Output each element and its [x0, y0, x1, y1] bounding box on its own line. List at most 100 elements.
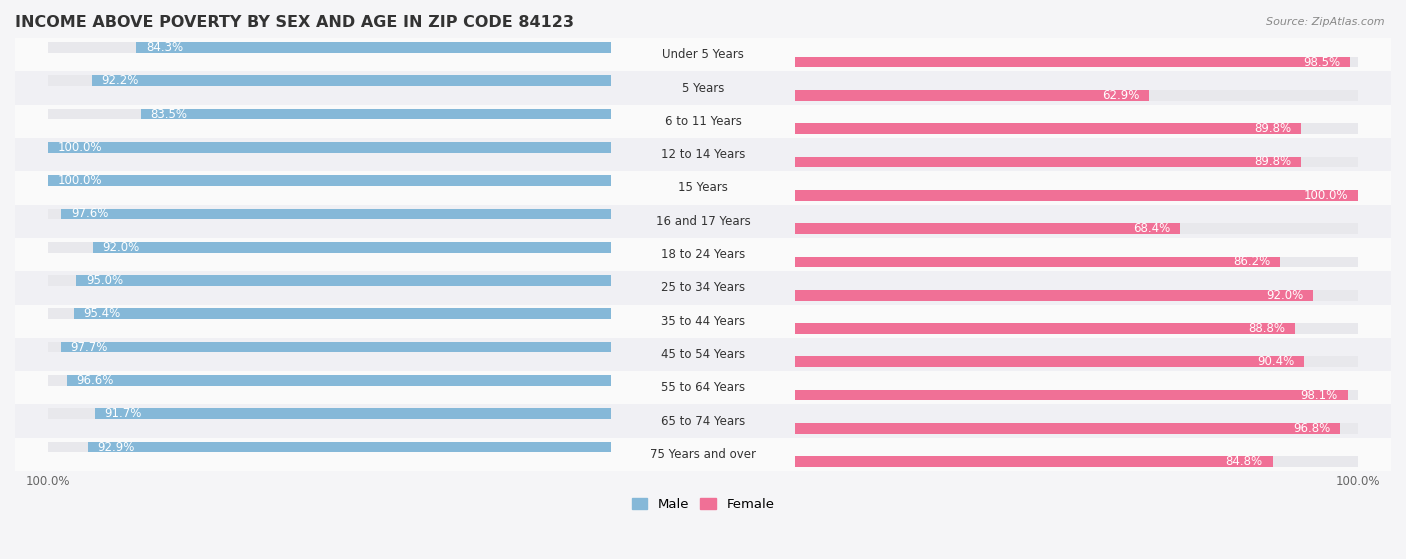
Bar — [794, 290, 1358, 301]
Bar — [794, 157, 1301, 167]
Bar — [794, 124, 1301, 134]
Text: 98.5%: 98.5% — [1303, 55, 1340, 69]
Text: 91.7%: 91.7% — [104, 407, 142, 420]
Bar — [48, 176, 612, 186]
Bar — [794, 390, 1358, 400]
Bar — [0, 271, 1406, 305]
Text: 92.0%: 92.0% — [103, 241, 141, 254]
Bar — [794, 456, 1358, 467]
Bar — [48, 375, 612, 386]
Text: 86.2%: 86.2% — [1233, 255, 1271, 268]
Bar — [0, 105, 1406, 138]
Text: Under 5 Years: Under 5 Years — [662, 48, 744, 61]
Bar — [794, 157, 1358, 167]
Text: 100.0%: 100.0% — [58, 141, 103, 154]
Bar — [794, 357, 1305, 367]
Text: 92.2%: 92.2% — [101, 74, 139, 87]
Text: 89.8%: 89.8% — [1254, 155, 1291, 168]
Bar — [794, 390, 1347, 400]
Text: 95.0%: 95.0% — [86, 274, 122, 287]
Bar — [48, 342, 612, 353]
Text: 45 to 54 Years: 45 to 54 Years — [661, 348, 745, 361]
Bar — [48, 42, 612, 53]
Bar — [48, 142, 612, 153]
Text: 75 Years and over: 75 Years and over — [650, 448, 756, 461]
Text: 84.8%: 84.8% — [1226, 455, 1263, 468]
Bar — [48, 108, 612, 120]
Bar — [794, 357, 1358, 367]
Bar — [0, 138, 1406, 171]
Bar — [794, 124, 1358, 134]
Bar — [0, 305, 1406, 338]
Text: 84.3%: 84.3% — [146, 41, 183, 54]
Bar — [67, 375, 612, 386]
Bar — [794, 423, 1358, 434]
Text: 55 to 64 Years: 55 to 64 Years — [661, 381, 745, 394]
Text: 68.4%: 68.4% — [1133, 222, 1170, 235]
Text: 18 to 24 Years: 18 to 24 Years — [661, 248, 745, 261]
Bar — [73, 309, 612, 319]
Bar — [0, 238, 1406, 271]
Bar — [794, 223, 1180, 234]
Bar — [48, 75, 612, 86]
Text: Source: ZipAtlas.com: Source: ZipAtlas.com — [1267, 17, 1385, 27]
Text: 12 to 14 Years: 12 to 14 Years — [661, 148, 745, 161]
Text: 25 to 34 Years: 25 to 34 Years — [661, 281, 745, 295]
Bar — [91, 75, 612, 86]
Bar — [794, 257, 1358, 267]
Bar — [0, 171, 1406, 205]
Bar — [48, 409, 612, 419]
Bar — [794, 323, 1295, 334]
Bar — [48, 442, 612, 452]
Bar — [794, 290, 1313, 301]
Text: 89.8%: 89.8% — [1254, 122, 1291, 135]
Text: 6 to 11 Years: 6 to 11 Years — [665, 115, 741, 128]
Text: 15 Years: 15 Years — [678, 182, 728, 195]
Text: 16 and 17 Years: 16 and 17 Years — [655, 215, 751, 228]
Bar — [48, 142, 612, 153]
Bar — [48, 275, 612, 286]
Bar — [794, 423, 1340, 434]
Bar — [0, 205, 1406, 238]
Bar — [0, 404, 1406, 438]
Bar — [0, 338, 1406, 371]
Bar — [76, 275, 612, 286]
Bar — [794, 90, 1149, 101]
Bar — [794, 456, 1272, 467]
Text: 88.8%: 88.8% — [1249, 322, 1285, 335]
Bar — [794, 190, 1358, 201]
Text: 65 to 74 Years: 65 to 74 Years — [661, 415, 745, 428]
Bar — [94, 409, 612, 419]
Text: 98.1%: 98.1% — [1301, 389, 1337, 401]
Bar — [794, 323, 1358, 334]
Text: 100.0%: 100.0% — [1303, 189, 1348, 202]
Bar — [0, 438, 1406, 471]
Text: 90.4%: 90.4% — [1257, 356, 1295, 368]
Bar — [48, 309, 612, 319]
Bar — [93, 242, 612, 253]
Text: 62.9%: 62.9% — [1102, 89, 1139, 102]
Bar — [60, 342, 612, 353]
Text: 100.0%: 100.0% — [58, 174, 103, 187]
Bar — [794, 190, 1358, 201]
Bar — [0, 72, 1406, 105]
Text: 95.4%: 95.4% — [83, 307, 121, 320]
Bar — [0, 38, 1406, 72]
Text: 35 to 44 Years: 35 to 44 Years — [661, 315, 745, 328]
Bar — [794, 57, 1358, 68]
Bar — [0, 371, 1406, 404]
Bar — [87, 442, 612, 452]
Bar — [794, 223, 1358, 234]
Bar — [794, 90, 1358, 101]
Bar — [62, 209, 612, 219]
Bar — [48, 242, 612, 253]
Text: 96.8%: 96.8% — [1294, 422, 1330, 435]
Text: 83.5%: 83.5% — [150, 107, 187, 121]
Text: 92.0%: 92.0% — [1265, 288, 1303, 302]
Text: 92.9%: 92.9% — [97, 440, 135, 453]
Text: 96.6%: 96.6% — [77, 374, 114, 387]
Legend: Male, Female: Male, Female — [626, 493, 780, 517]
Bar — [794, 57, 1350, 68]
Text: 5 Years: 5 Years — [682, 82, 724, 94]
Bar — [48, 209, 612, 219]
